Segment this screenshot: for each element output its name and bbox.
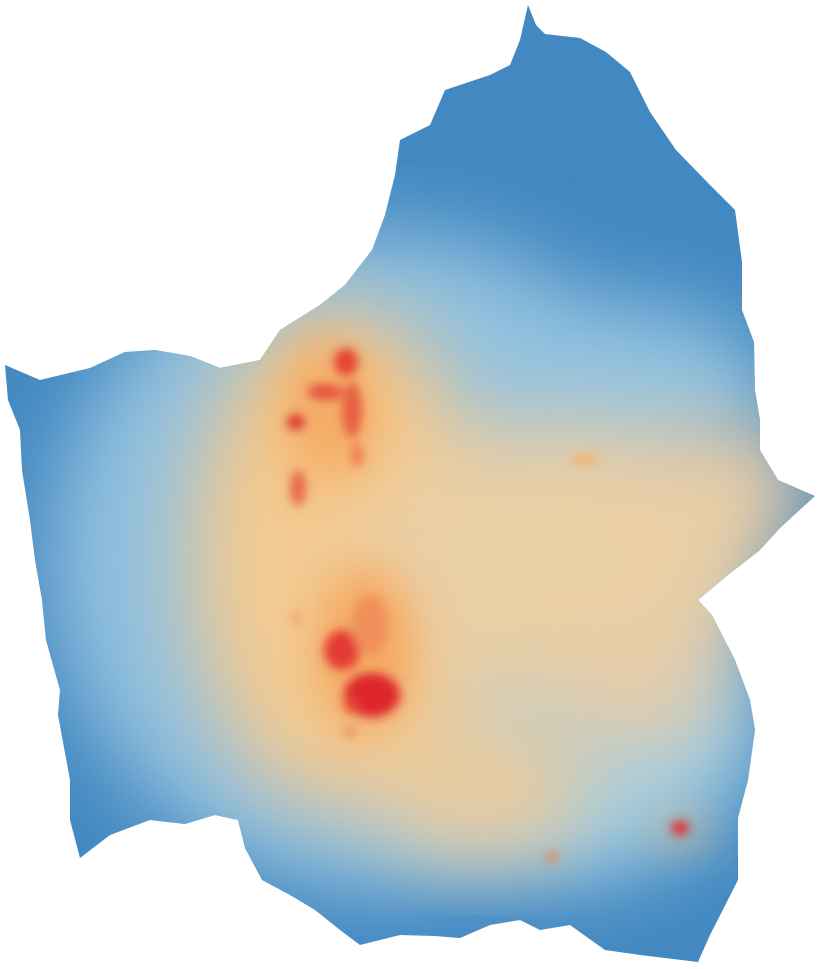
map-region bbox=[5, 5, 815, 962]
texture-overlay bbox=[5, 5, 815, 962]
map-canvas bbox=[5, 5, 815, 962]
